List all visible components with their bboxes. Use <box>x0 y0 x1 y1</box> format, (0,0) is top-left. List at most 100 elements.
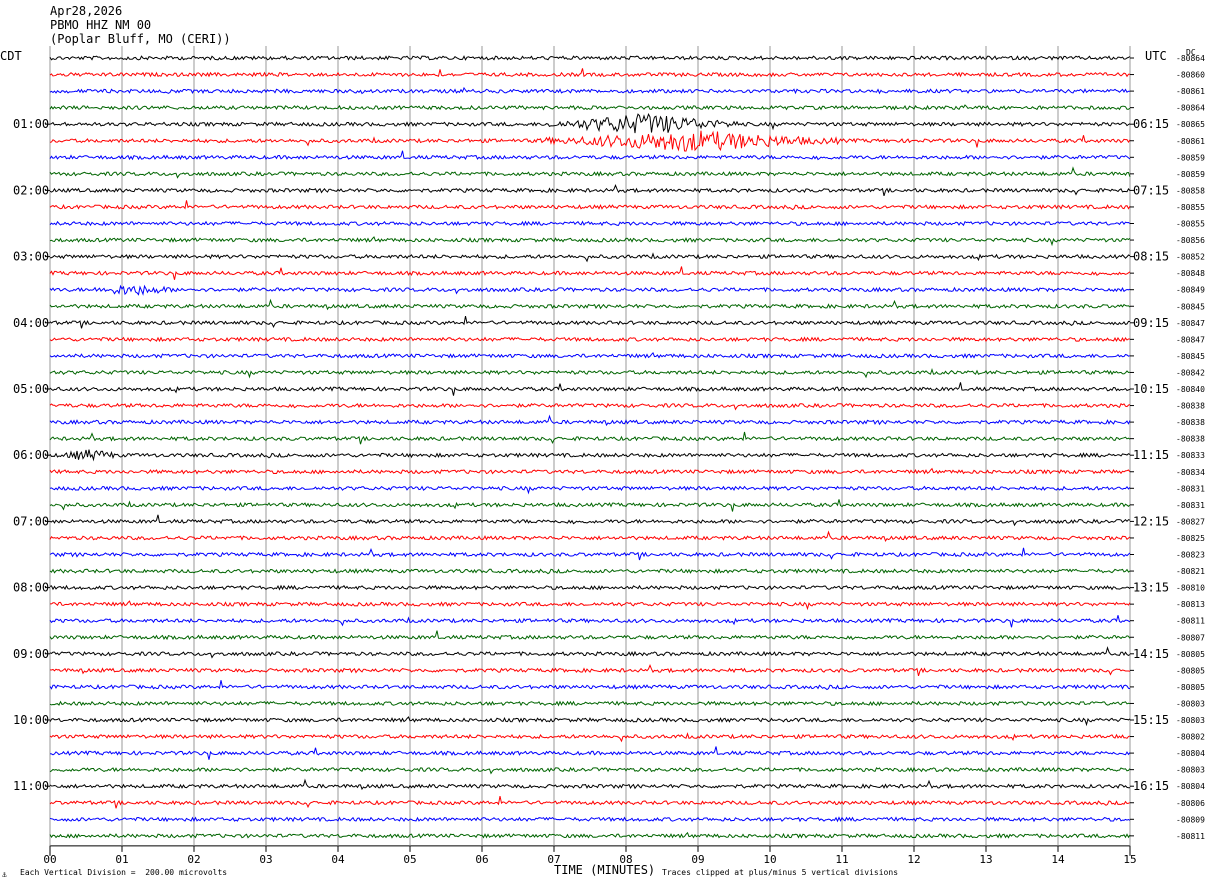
dc-offset-label: -80807 <box>1176 633 1205 642</box>
dc-offset-label: -80804 <box>1176 782 1205 791</box>
x-tick-label: 03 <box>259 853 272 866</box>
dc-offset-label: -80840 <box>1176 385 1205 394</box>
dc-offset-label: -80842 <box>1176 368 1205 377</box>
seismic-trace <box>49 778 1130 791</box>
dc-offset-label: -80803 <box>1176 716 1205 725</box>
seismic-trace <box>49 112 1131 134</box>
header-date: Apr28,2026 <box>50 4 123 18</box>
dc-offset-label: -80845 <box>1176 352 1205 361</box>
dc-offset-label: -80813 <box>1176 600 1205 609</box>
dc-offset-label: -80849 <box>1176 286 1205 295</box>
seismic-trace <box>49 236 1131 247</box>
dc-offset-label: -80838 <box>1176 402 1205 411</box>
seismic-trace <box>49 449 1131 462</box>
seismic-trace <box>49 352 1131 359</box>
seismic-trace <box>49 298 1131 311</box>
dc-label: DC <box>1186 48 1196 57</box>
x-tick-label: 00 <box>43 853 56 866</box>
left-hour-label: 02:00 <box>13 183 49 197</box>
seismic-trace <box>49 499 1131 512</box>
left-hour-label: 05:00 <box>13 382 49 396</box>
seismic-trace <box>49 315 1131 329</box>
seismic-trace <box>49 514 1131 527</box>
seismic-trace <box>49 402 1131 411</box>
x-tick-label: 14 <box>1051 853 1065 866</box>
seismic-trace <box>49 663 1131 677</box>
x-tick-label: 09 <box>691 853 704 866</box>
dc-offset-label: -80805 <box>1176 666 1205 675</box>
dc-offset-label: -80855 <box>1176 203 1205 212</box>
right-hour-label: 13:15 <box>1133 581 1169 595</box>
dc-offset-label: -80848 <box>1176 269 1205 278</box>
seismic-trace <box>49 220 1131 227</box>
right-hour-label: 07:15 <box>1133 183 1169 197</box>
seismic-trace <box>50 252 1131 263</box>
dc-offset-label: -80864 <box>1176 104 1205 113</box>
left-timezone-label: CDT <box>0 49 22 63</box>
x-tick-label: 01 <box>115 853 128 866</box>
dc-offset-label: -80855 <box>1176 220 1205 229</box>
dc-offset-label: -80864 <box>1176 54 1205 63</box>
seismic-trace <box>49 284 1131 296</box>
seismic-trace <box>49 547 1131 561</box>
seismic-trace <box>49 150 1131 161</box>
dc-offset-label: -80805 <box>1176 683 1205 692</box>
x-tick-label: 12 <box>907 853 920 866</box>
x-tick-label: 15 <box>1123 853 1136 866</box>
seismic-trace <box>49 183 1131 197</box>
seismic-trace <box>49 646 1131 659</box>
right-hour-label: 16:15 <box>1133 779 1169 793</box>
seismic-trace <box>49 795 1131 809</box>
seismic-trace <box>49 716 1131 727</box>
x-tick-label: 02 <box>187 853 200 866</box>
dc-offset-label: -80865 <box>1176 120 1205 129</box>
dc-offset-label: -80858 <box>1176 186 1205 195</box>
header-location: (Poplar Bluff, MO (CERI)) <box>50 32 231 46</box>
dc-offset-label: -80804 <box>1176 749 1205 758</box>
x-tick-label: 06 <box>475 853 488 866</box>
seismic-trace <box>49 732 1131 743</box>
dc-offset-label: -80825 <box>1176 534 1205 543</box>
seismic-trace <box>49 86 1131 95</box>
x-axis-title: TIME (MINUTES) <box>554 863 656 877</box>
x-tick-label: 10 <box>763 853 776 866</box>
left-hour-label: 08:00 <box>13 581 49 595</box>
seismic-trace <box>49 568 1131 575</box>
right-hour-label: 10:15 <box>1133 382 1169 396</box>
dc-offset-label: -80833 <box>1176 451 1205 460</box>
seismic-trace <box>49 530 1131 543</box>
right-hour-label: 08:15 <box>1133 250 1169 264</box>
seismic-trace <box>49 68 1130 78</box>
seismic-trace <box>49 368 1131 379</box>
seismic-trace <box>49 382 1131 396</box>
seismic-trace <box>49 680 1131 691</box>
seismic-trace <box>49 431 1131 445</box>
seismic-trace <box>49 700 1131 707</box>
dc-offset-label: -80803 <box>1176 766 1205 775</box>
right-hour-label: 15:15 <box>1133 713 1169 727</box>
dc-offset-label: -80856 <box>1176 236 1205 245</box>
seismic-trace <box>49 55 1131 61</box>
right-timezone-label: UTC <box>1145 49 1167 63</box>
x-tick-label: 13 <box>979 853 992 866</box>
dc-offset-label: -80823 <box>1176 551 1205 560</box>
seismic-trace <box>49 467 1131 475</box>
seismic-trace <box>49 104 1131 111</box>
seismic-trace <box>49 130 1131 152</box>
dc-offset-label: -80860 <box>1176 71 1205 80</box>
seismic-trace <box>49 766 1131 775</box>
right-hour-label: 11:15 <box>1133 448 1169 462</box>
dc-offset-label: -80821 <box>1176 567 1205 576</box>
x-tick-label: 07 <box>547 853 560 866</box>
dc-offset-label: -80803 <box>1176 699 1205 708</box>
seismic-trace <box>49 816 1131 823</box>
right-hour-label: 06:15 <box>1133 117 1169 131</box>
seismic-trace <box>49 166 1131 179</box>
left-hour-label: 10:00 <box>13 713 49 727</box>
dc-offset-label: -80811 <box>1176 832 1205 841</box>
dc-offset-label: -80852 <box>1176 253 1205 262</box>
dc-offset-label: -80805 <box>1176 650 1205 659</box>
left-hour-label: 04:00 <box>13 316 49 330</box>
dc-offset-label: -80806 <box>1176 799 1205 808</box>
left-hour-label: 06:00 <box>13 448 49 462</box>
